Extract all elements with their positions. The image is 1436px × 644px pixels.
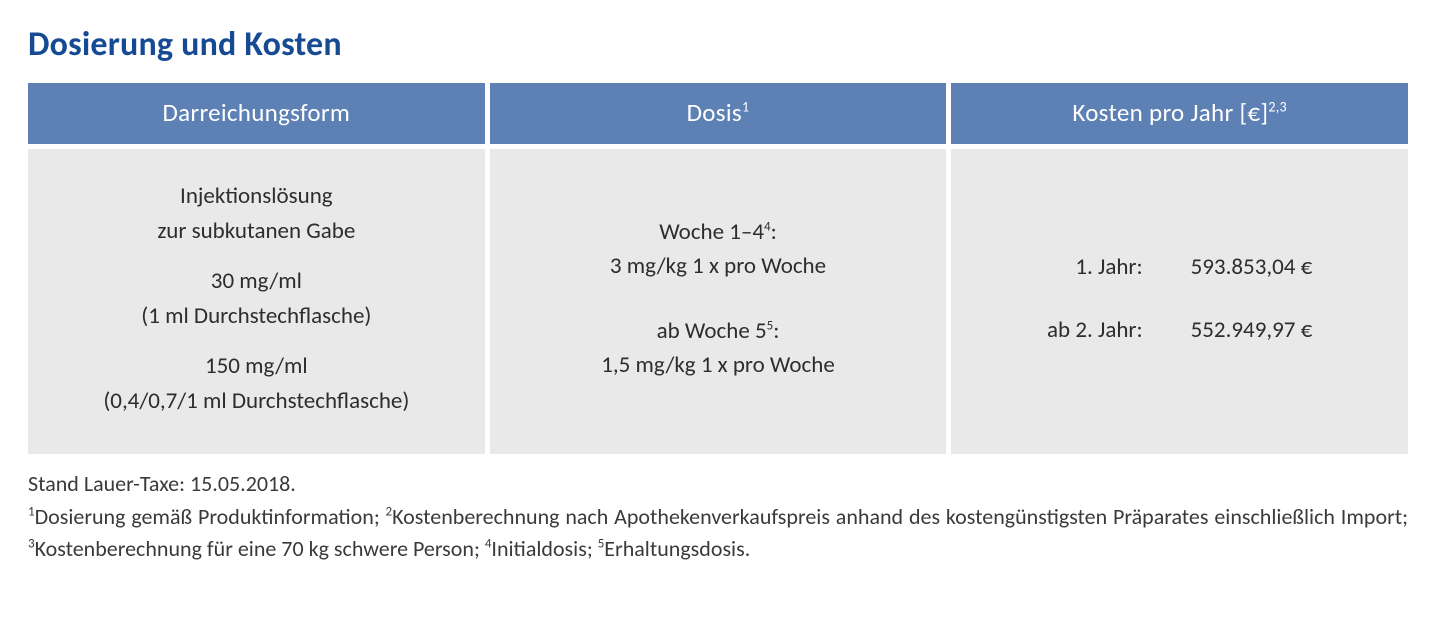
cost-grid: 1. Jahr: 593.853,04 € ab 2. Jahr: 552.94… — [1047, 250, 1312, 347]
form-line: (1 ml Durchstechflasche) — [141, 302, 371, 330]
header-text: Kosten pro Jahr [€] — [1072, 97, 1268, 128]
footnote-sup: 1 — [28, 504, 35, 519]
cost-year1-label: 1. Jahr: — [1047, 250, 1143, 285]
dose-block-2: ab Woche 55: 1,5 mg/kg 1 x pro Woche — [601, 314, 835, 383]
form-line: Injektionslösung — [180, 182, 333, 210]
form-block-3: 150 mg/ml (0,4/0,7/1 ml Durchstechflasch… — [103, 349, 409, 418]
footnote-text: Kostenberechnung nach Apothekenverkaufsp… — [392, 503, 1408, 530]
footnote-text: Kostenberechnung für eine 70 kg schwere … — [35, 535, 485, 562]
dosage-cost-table: Darreichungsform Dosis1 Kosten pro Jahr … — [28, 83, 1408, 454]
column-header-dose: Dosis1 — [490, 83, 947, 144]
page-title: Dosierung und Kosten — [28, 24, 1408, 65]
footnote-stand: Stand Lauer-Taxe: 15.05.2018. — [28, 468, 1408, 501]
cell-form: Injektionslösung zur subkutanen Gabe 30 … — [28, 149, 485, 454]
cost-year1-value: 593.853,04 € — [1191, 250, 1313, 285]
header-sup: 1 — [742, 99, 749, 116]
cost-year2-label: ab 2. Jahr: — [1047, 313, 1143, 348]
cell-dose: Woche 1–44: 3 mg/kg 1 x pro Woche ab Woc… — [490, 149, 947, 454]
dose-line: Woche 1–4 — [659, 218, 764, 246]
footnote-sup: 3 — [28, 537, 35, 552]
dose-sup: 4 — [764, 219, 771, 234]
dose-colon: : — [771, 218, 777, 246]
dose-colon: : — [773, 317, 779, 345]
footnote-text: Dosierung gemäß Produktinformation; — [35, 503, 386, 530]
cost-year2-value: 552.949,97 € — [1191, 313, 1313, 348]
form-line: 30 mg/ml — [211, 267, 302, 295]
form-block-2: 30 mg/ml (1 ml Durchstechflasche) — [141, 264, 371, 333]
form-line: zur subkutanen Gabe — [157, 217, 355, 245]
dose-block-1: Woche 1–44: 3 mg/kg 1 x pro Woche — [610, 215, 826, 284]
header-sup: 2,3 — [1268, 99, 1287, 116]
column-header-cost: Kosten pro Jahr [€]2,3 — [951, 83, 1408, 144]
cell-cost: 1. Jahr: 593.853,04 € ab 2. Jahr: 552.94… — [951, 149, 1408, 454]
footnote-text: Erhaltungsdosis. — [604, 535, 750, 562]
footnotes: Stand Lauer-Taxe: 15.05.2018. 1Dosierung… — [28, 468, 1408, 566]
form-line: (0,4/0,7/1 ml Durchstechflasche) — [103, 387, 409, 415]
header-text: Dosis — [687, 97, 742, 128]
form-line: 150 mg/ml — [205, 352, 308, 380]
footnote-body: 1Dosierung gemäß Produktinformation; 2Ko… — [28, 501, 1408, 566]
form-block-1: Injektionslösung zur subkutanen Gabe — [157, 179, 355, 248]
dose-line: 3 mg/kg 1 x pro Woche — [610, 252, 826, 280]
dose-line: 1,5 mg/kg 1 x pro Woche — [601, 351, 835, 379]
column-header-form: Darreichungsform — [28, 83, 485, 144]
header-text: Darreichungsform — [162, 97, 350, 128]
footnote-text: Initialdosis; — [491, 535, 597, 562]
dose-line: ab Woche 5 — [657, 317, 767, 345]
